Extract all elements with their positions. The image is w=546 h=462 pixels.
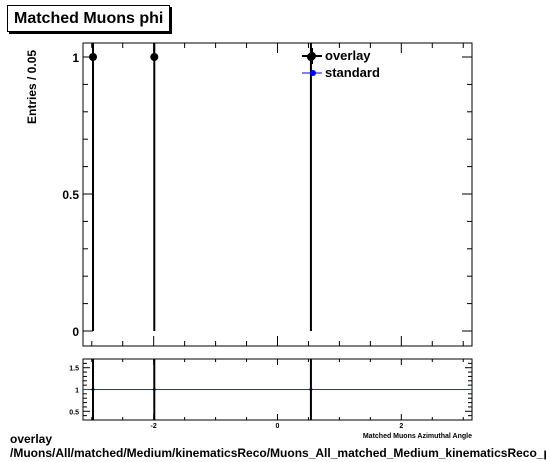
footer: overlay /Muons/All/matched/Medium/kinema… bbox=[10, 432, 546, 460]
ratio-x-tick-label: -2 bbox=[151, 423, 157, 430]
ratio-x-tick-label: 0 bbox=[276, 423, 280, 430]
main-panel: 00.51 Entries / 0.05 overlay standard bbox=[25, 42, 473, 347]
ratio-point bbox=[91, 388, 95, 391]
legend-overlay-marker bbox=[308, 52, 316, 60]
main-y-tick-label: 0.5 bbox=[62, 188, 79, 202]
x-axis-label: Matched Muons Azimuthal Angle bbox=[363, 433, 472, 440]
ratio-marks bbox=[83, 359, 472, 420]
ratio-y-ticks: 0.5 1 1.5 bbox=[69, 362, 472, 416]
overlay-point bbox=[150, 53, 159, 61]
legend: overlay standard bbox=[302, 48, 380, 80]
ratio-y-tick-label: 0.5 bbox=[69, 409, 79, 416]
legend-overlay-label: overlay bbox=[325, 48, 371, 63]
main-frame bbox=[82, 42, 473, 347]
footer-line-1: overlay bbox=[10, 432, 53, 446]
main-y-tick-label: 0 bbox=[72, 325, 79, 339]
ratio-x-tick-label: 2 bbox=[399, 423, 403, 430]
ratio-panel: 0.5 1 1.5 -2 0 2 Matched Muons Azimuthal Ang… bbox=[69, 358, 473, 440]
main-y-ticks: 00.51 bbox=[62, 51, 472, 339]
main-y-tick-label: 1 bbox=[72, 51, 79, 65]
ratio-point bbox=[309, 388, 313, 391]
ratio-y-tick-label: 1.5 bbox=[69, 366, 79, 373]
ratio-y-tick-label: 1 bbox=[75, 388, 79, 395]
legend-standard-label: standard bbox=[325, 65, 380, 80]
y-axis-label: Entries / 0.05 bbox=[25, 50, 39, 124]
ratio-point bbox=[152, 388, 156, 391]
ratio-x-ticks: -2 0 2 bbox=[91, 359, 464, 430]
main-x-ticks bbox=[91, 43, 464, 346]
footer-line-2: /Muons/All/matched/Medium/kinematicsReco… bbox=[10, 446, 546, 460]
overlay-point bbox=[89, 53, 98, 61]
main-marks bbox=[89, 43, 315, 331]
chart-title: Matched Muons phi bbox=[7, 5, 171, 32]
legend-standard-marker bbox=[310, 70, 316, 76]
